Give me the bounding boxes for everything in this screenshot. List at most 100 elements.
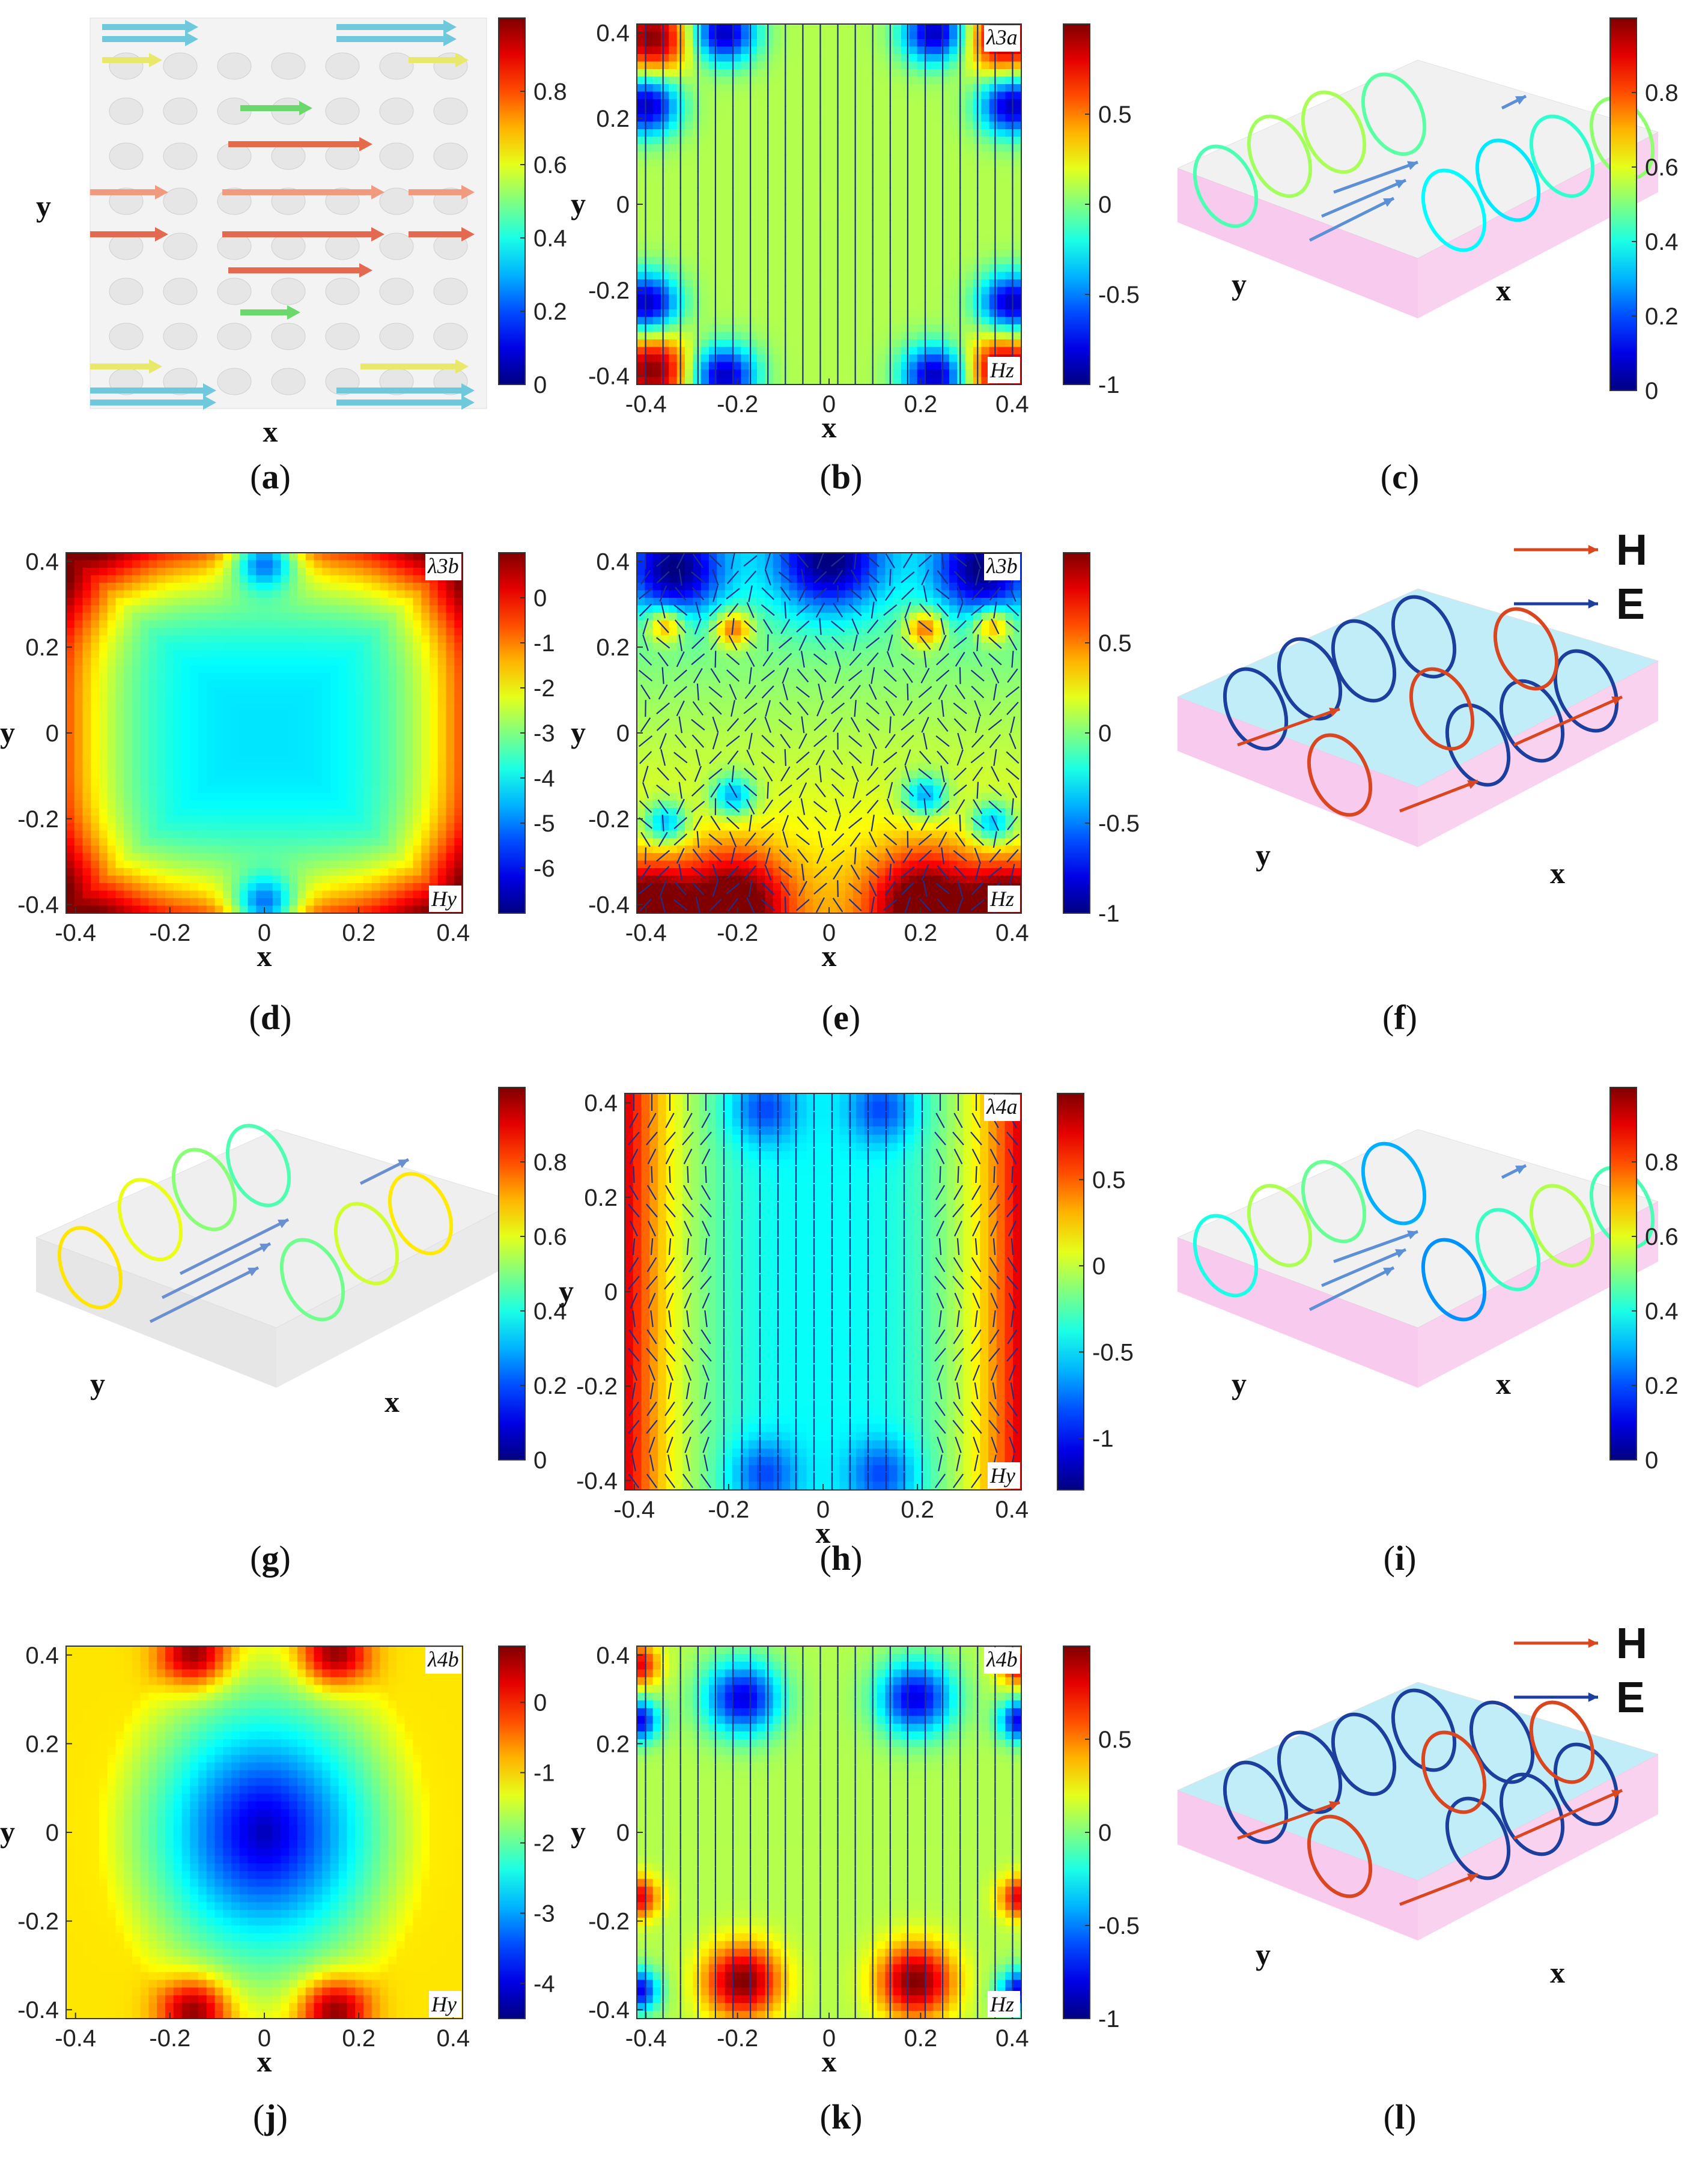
panel-g-colorbar-label: 0.8	[533, 1149, 567, 1176]
panel-d-bottom-label: Hy	[431, 887, 457, 911]
panel-c-field-loop	[1247, 114, 1313, 198]
field-arrowhead	[461, 395, 475, 410]
panel-e-colorbar-label: 0.5	[1098, 630, 1132, 657]
panel-h-colorbar	[1057, 1093, 1084, 1491]
panel-i-colorbar-label: 0	[1645, 1447, 1658, 1474]
panel-l-xlabel: x	[1550, 1956, 1565, 1989]
panel-d-colorbar-label: -1	[533, 630, 555, 657]
cylinder-hole	[109, 278, 144, 305]
panel-c-colorbar-label: 0.4	[1645, 229, 1679, 255]
caption-l: (l)	[1383, 2097, 1417, 2136]
panel-b-chart: -0.4 -0.2 0 0.2 0.4 0.4 0.2 0 -0.2 -0.4 x y λ3a Hz 0.5…	[571, 20, 1140, 444]
panel-d-ylabel: y	[0, 716, 15, 749]
panel-a: y x 0 0.2 0.4 0.6 0.8	[0, 0, 567, 505]
field-arrowhead	[359, 137, 372, 151]
panel-h-chart: -0.4 -0.2 0 0.2 0.4 0.4 0.2 0 -0.2 -0.4 x y λ4a Hy 0.5…	[559, 1090, 1134, 1549]
field-arrowhead	[203, 395, 216, 410]
panel-k-chart: -0.4 -0.2 0 0.2 0.4 0.4 0.2 0 -0.2 -0.4 x y λ4b Hz 0.5…	[571, 1643, 1140, 2078]
panel-g-field-arrow	[149, 1266, 260, 1324]
cylinder-hole	[379, 278, 414, 305]
panel-i-colorbar-label: 0.4	[1645, 1298, 1679, 1325]
legend-e-label: E	[1616, 580, 1645, 628]
cylinder-hole	[163, 323, 198, 350]
field-arrowhead	[185, 20, 198, 34]
panel-j-xlabel: x	[257, 2044, 272, 2078]
panel-h-quiver	[628, 1094, 1018, 1489]
caption-j: (j)	[253, 2097, 288, 2136]
panel-e-xlabel: x	[822, 939, 837, 973]
panel-e-xtick-label: -0.2	[717, 920, 758, 946]
panel-i-field-arrow	[1308, 1266, 1395, 1311]
cylinder-hole	[271, 52, 306, 80]
panel-k-colorbar-label: 0.5	[1098, 1727, 1132, 1753]
panel-a-illustration: y x 0 0.2 0.4 0.6 0.8	[36, 17, 567, 448]
panel-g-field-loop	[117, 1178, 183, 1262]
panel-c-field-loop	[1589, 96, 1655, 180]
panel-g-field-arrowhead	[398, 1159, 409, 1169]
cylinder-hole	[379, 232, 414, 260]
panel-h-ytick-label: -0.2	[576, 1373, 618, 1400]
panel-c-colorbar-label: 0	[1645, 378, 1658, 404]
field-arrowhead	[203, 383, 216, 398]
panel-d-heatmap	[66, 553, 463, 914]
caption-k: (k)	[819, 2097, 863, 2136]
panel-e-top-label: λ3b	[986, 554, 1018, 578]
panel-e-ytick-label: -0.4	[588, 892, 630, 919]
panel-c-field-loop	[1421, 168, 1487, 252]
panel-g-illustration: y x 0.8 0.6 0.4 0.2 0	[35, 1087, 567, 1474]
panel-a-colorbar-label: 0.6	[533, 152, 567, 178]
panel-c: y x 0.8 0.6 0.4 0.2 0	[1141, 0, 1708, 505]
panel-c-field-loop	[1529, 114, 1595, 198]
cylinder-hole	[163, 232, 198, 260]
panel-i-field-arrowhead	[1395, 1249, 1406, 1258]
field-arrowhead	[155, 185, 168, 199]
panel-e-ytick-label: 0.4	[596, 549, 630, 575]
panel-b-ytick-label: 0.2	[596, 106, 630, 132]
panel-j-xtick-label: -0.2	[149, 2025, 190, 2052]
panel-c-illustration: y x 0.8 0.6 0.4 0.2 0	[1176, 17, 1679, 404]
panel-j-top-label: λ4b	[427, 1647, 459, 1671]
panel-j-colorbar-label: -4	[533, 1971, 555, 1998]
panel-g: y x 0.8 0.6 0.4 0.2 0	[0, 1069, 567, 1574]
field-arrowhead	[299, 101, 312, 115]
panel-j-colorbar-label: -1	[533, 1760, 555, 1787]
panel-i-field-loop	[1529, 1184, 1595, 1268]
panel-b-top-label: λ3a	[986, 25, 1018, 49]
panel-k-bottom-label: Hz	[989, 1992, 1014, 2016]
panel-b-ytick-label: 0.4	[596, 20, 630, 46]
panel-f-field-loop	[1499, 679, 1565, 763]
panel-i-colorbar	[1609, 1087, 1637, 1460]
panel-b-xtick-label: 0.4	[995, 391, 1029, 418]
panel-k-xtick-label: -0.2	[717, 2025, 758, 2052]
panel-i-slab-right	[1418, 1202, 1658, 1388]
panel-k-xtick-label: 0.2	[904, 2025, 938, 2052]
panel-i-field-loop	[1361, 1141, 1427, 1226]
panel-c-field-arrowhead	[1395, 180, 1406, 189]
cylinder-hole	[109, 323, 144, 350]
panel-k-ytick-label: -0.4	[588, 1997, 630, 2023]
cylinder-hole	[109, 52, 144, 80]
panel-i-colorbar-label: 0.6	[1645, 1224, 1679, 1250]
cylinder-hole	[325, 278, 360, 305]
panel-k-ytick-label: -0.2	[588, 1909, 630, 1935]
panel-b-ytick-label: -0.2	[588, 278, 630, 304]
panel-f-field-loop	[1223, 667, 1289, 751]
panel-g-field-arrow	[161, 1242, 272, 1299]
panel-k-ytick-label: 0	[616, 1820, 630, 1846]
panel-h-bottom-label: Hy	[989, 1463, 1015, 1488]
panel-b-xlabel: x	[822, 410, 837, 444]
panel-e-xtick-label: -0.4	[625, 920, 667, 946]
panel-d-chart: -0.4 -0.2 0 0.2 0.4 0.4 0.2 0 -0.2 -0.4 x y λ3b Hy 0 -1…	[0, 549, 555, 973]
panel-i-colorbar-label: 0.2	[1645, 1373, 1679, 1399]
panel-f-field-loop	[1409, 667, 1475, 751]
panel-e-quiver	[638, 552, 1020, 914]
panel-l-field-loop	[1421, 1730, 1487, 1814]
panel-h: -0.4 -0.2 0 0.2 0.4 0.4 0.2 0 -0.2 -0.4 x y λ4a Hy 0.5…	[541, 1069, 1141, 1574]
panel-h-xtick-label: 0.4	[995, 1497, 1029, 1523]
caption-b: (b)	[819, 457, 863, 496]
panel-d-colorbar-label: -6	[533, 856, 555, 882]
panel-b-colorbar-label: 0.5	[1098, 102, 1132, 128]
panel-f-field-arrowhead	[1329, 708, 1340, 717]
panel-d-xtick-label: -0.4	[55, 920, 96, 946]
cylinder-hole	[379, 52, 414, 80]
